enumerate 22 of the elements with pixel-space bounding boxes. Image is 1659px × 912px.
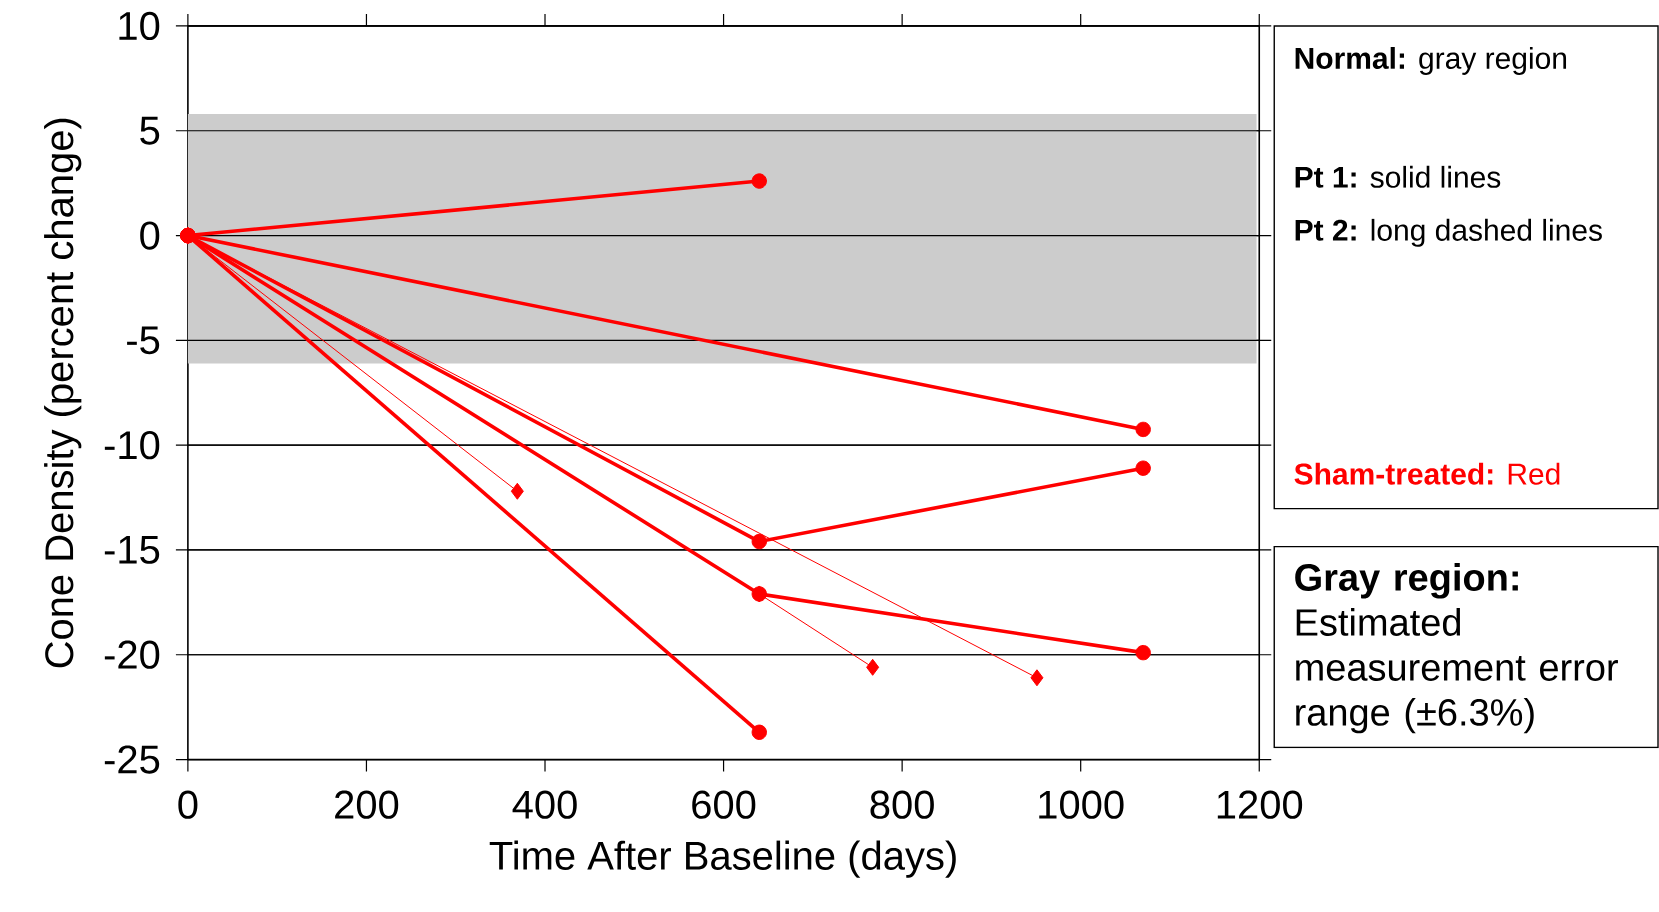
text: Pt 2: long dashed lines	[1295, 218, 1602, 247]
x-tick-label: 800	[870, 790, 934, 819]
y-tick-label: -20	[104, 640, 160, 669]
y-tick-label: -25	[104, 745, 160, 774]
x-tick-label: 200	[335, 790, 399, 819]
x-tick-label: 400	[512, 790, 577, 819]
x-axis-title: Time After Baseline (days)	[489, 840, 956, 878]
y-tick-label: -15	[104, 535, 160, 564]
y-tick-label: -10	[104, 430, 160, 460]
y-tick-label: 10	[119, 11, 160, 40]
y-tick-label: 0	[140, 221, 160, 250]
y-axis-title: Cone Density (percent change)	[44, 118, 82, 668]
x-tick-label: 0	[178, 790, 198, 819]
y-tick-label: -5	[127, 326, 160, 355]
text: Pt 1: solid lines	[1295, 165, 1501, 188]
text: Gray region: Estimated measurement error range (±6.3%)	[1295, 562, 1618, 734]
text: Normal: gray region	[1295, 46, 1567, 75]
text: Sham-treated: Red	[1294, 462, 1560, 485]
y-tick-label: 5	[140, 116, 160, 145]
x-tick-label: 600	[692, 790, 756, 819]
x-tick-label: 1200	[1217, 790, 1303, 819]
x-tick-label: 1000	[1039, 790, 1124, 819]
